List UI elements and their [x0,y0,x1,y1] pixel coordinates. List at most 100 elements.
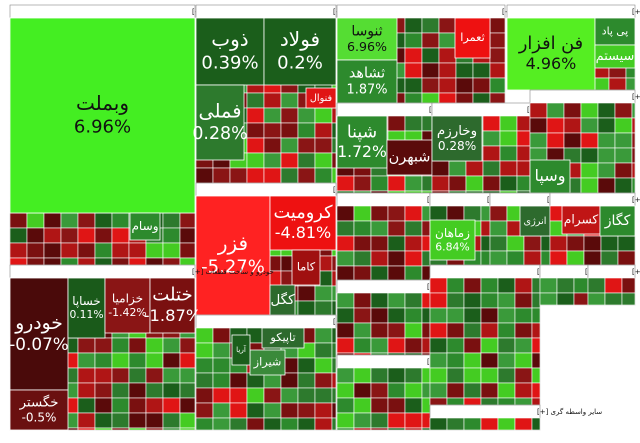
filler-tile [600,235,619,252]
filler-tile [631,162,636,179]
filler-tile [179,227,196,244]
filler-tile [43,257,62,266]
filler-tile [614,132,633,149]
filler-tile [546,102,565,119]
filler-tile [438,32,457,49]
filler-tile [455,92,474,104]
filler-tile [438,62,457,79]
filler-tile [499,145,518,162]
filler-tile [421,250,431,267]
filler-tile [631,177,636,194]
filler-tile [431,190,450,194]
filler-tile [497,352,516,369]
filler-tile [516,115,531,132]
filler-tile [212,417,231,431]
filler-tile [387,382,406,399]
sector: فراورده های نفتی، کک و سوخت هسته ای [+]ش… [336,102,565,194]
filler-tile [489,17,506,34]
filler-tile [162,257,181,266]
filler-tile [145,397,164,414]
filler-tile [463,367,482,384]
filler-tile [353,322,372,339]
filler-tile [514,397,533,406]
filler-tile [370,337,389,354]
sector: سایر واسطه گری [+] [429,404,602,431]
filler-tile [297,417,316,431]
filler-tile [331,137,337,154]
filler-tile [463,337,482,354]
filler-tile [531,382,541,399]
filler-tile [353,205,372,222]
filler-tile [280,122,299,139]
filler-tile [489,62,506,79]
filler-tile [540,250,551,266]
stock-label: ذوب [211,27,248,51]
filler-tile [297,137,316,154]
filler-tile [499,190,518,194]
filler-tile [336,412,355,429]
filler-tile [145,242,164,259]
filler-tile [263,92,282,109]
filler-tile [145,427,164,431]
filler-tile [614,147,633,164]
filler-tile [336,190,355,194]
filler-tile [465,160,484,177]
filler-tile [631,117,636,134]
stock-change: 1.72% [337,143,387,161]
filler-tile [480,205,491,222]
filler-tile [314,402,333,419]
filler-tile [597,162,616,179]
stock-tile [454,17,491,59]
stock-label: فملی [199,99,242,122]
filler-tile [421,220,431,237]
filler-tile [336,292,355,309]
filler-tile [387,397,406,414]
filler-tile [404,32,423,49]
stock-tile [149,277,196,334]
stock-label: شبهرن [389,150,431,166]
filler-tile [531,307,541,324]
filler-tile [212,327,231,344]
filler-tile [497,322,516,339]
filler-tile [94,367,113,384]
filler-tile [9,227,28,244]
filler-tile [145,382,164,399]
filler-tile [128,337,147,354]
stock-tile [195,84,245,161]
filler-tile [404,77,423,94]
filler-tile [314,285,333,302]
stock-change: 0.11% [69,308,103,321]
filler-tile [472,77,491,94]
filler-tile [446,417,465,431]
filler-tile [421,190,433,194]
filler-tile [438,17,457,34]
filler-tile [9,257,28,266]
filler-tile [573,292,589,306]
filler-tile [404,337,423,354]
filler-tile [431,160,450,177]
filler-tile [370,175,389,192]
filler-tile [162,352,181,369]
filler-tile [60,257,79,266]
filler-tile [331,372,337,389]
filler-tile [617,235,636,252]
filler-tile [448,175,467,192]
filler-tile [480,337,499,354]
filler-tile [497,367,516,384]
filler-tile [580,147,599,164]
stock-tile [9,277,69,391]
filler-tile [516,160,531,177]
filler-tile [353,382,372,399]
filler-tile [353,265,372,281]
filler-tile [128,242,147,259]
stock-label: خودرو [14,313,63,334]
filler-tile [336,175,355,192]
filler-tile [404,235,423,252]
filler-tile [482,190,501,194]
filler-tile [111,397,130,414]
filler-tile [297,300,316,316]
filler-tile [26,257,45,266]
filler-tile [531,277,541,294]
filler-tile [77,242,96,259]
